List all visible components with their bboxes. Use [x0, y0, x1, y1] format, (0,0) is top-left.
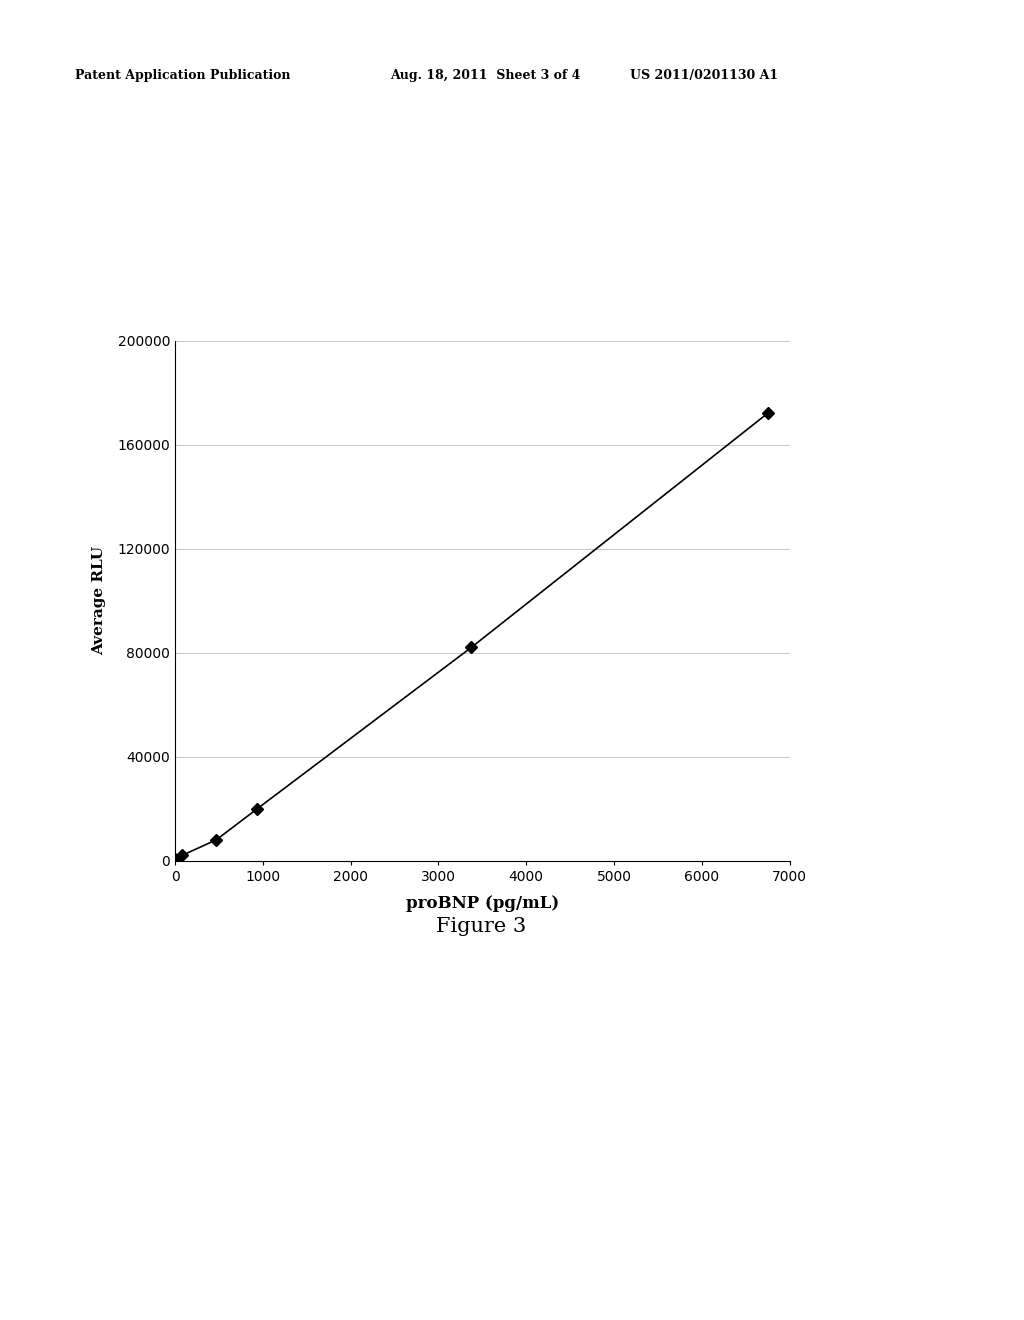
Text: Aug. 18, 2011  Sheet 3 of 4: Aug. 18, 2011 Sheet 3 of 4 — [390, 69, 581, 82]
X-axis label: proBNP (pg/mL): proBNP (pg/mL) — [406, 895, 559, 912]
Text: Patent Application Publication: Patent Application Publication — [75, 69, 290, 82]
Text: US 2011/0201130 A1: US 2011/0201130 A1 — [630, 69, 778, 82]
Text: Figure 3: Figure 3 — [436, 917, 526, 936]
Y-axis label: Average RLU: Average RLU — [92, 546, 106, 655]
